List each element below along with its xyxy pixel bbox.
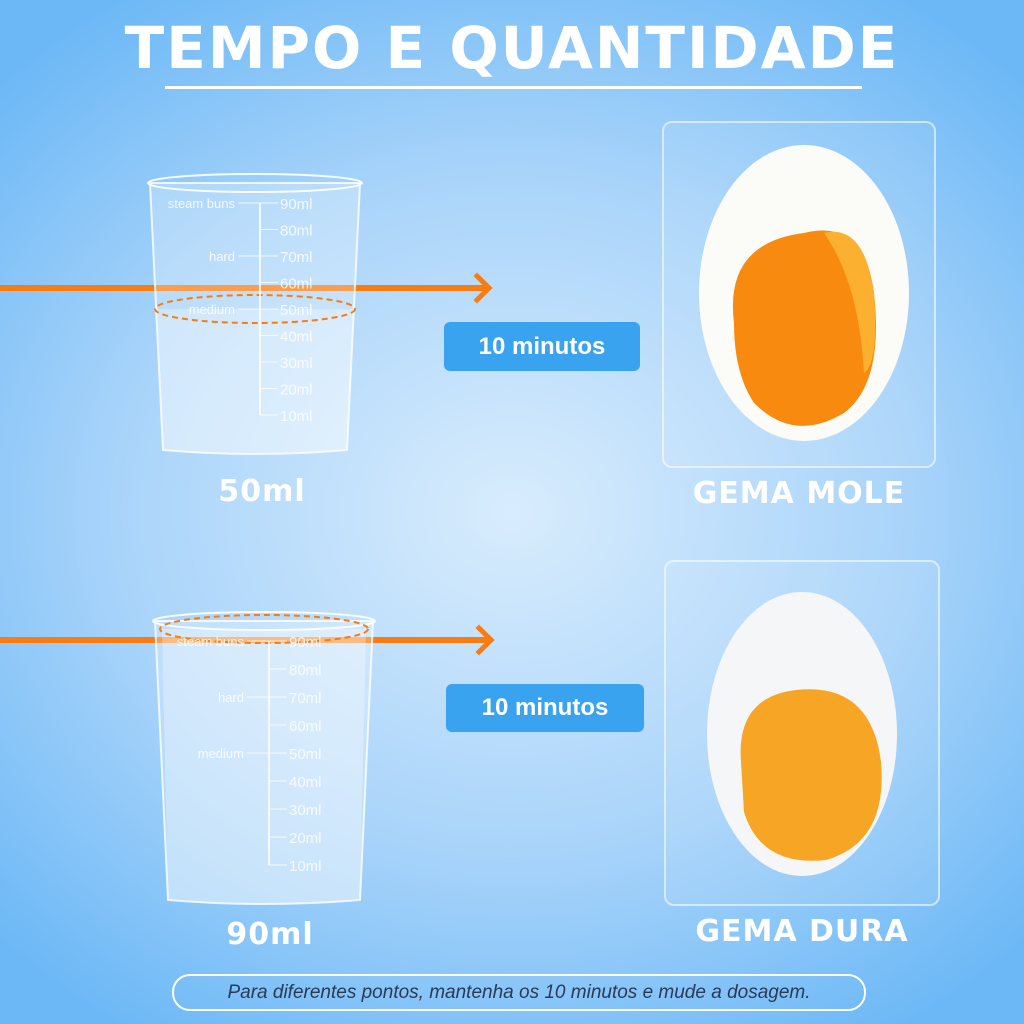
page-title: TEMPO E QUANTIDADE — [124, 14, 900, 82]
scale-mark-label: 60ml — [289, 718, 322, 735]
footer-note: Para diferentes pontos, mantenha os 10 m… — [172, 974, 866, 1011]
rim — [147, 173, 363, 193]
rim — [152, 611, 376, 631]
result-soft-yolk: GEMA MOLE — [692, 476, 906, 511]
arrow-line-2 — [0, 637, 490, 643]
scale-mark-label: 80ml — [289, 662, 322, 679]
scale-mark-label: 70ml — [289, 690, 322, 707]
cup-body — [148, 182, 362, 455]
scale-mark-label: 90ml — [280, 196, 313, 213]
scale-level-label: hard — [209, 249, 235, 264]
scale-mark-label: 30ml — [289, 802, 322, 819]
amount-label-50ml: 50ml — [218, 474, 306, 509]
soft-boiled-egg-image — [699, 145, 909, 441]
scale-mark-label: 70ml — [280, 249, 313, 266]
title-underline — [165, 86, 862, 89]
egg-panel-hard — [664, 560, 940, 906]
scale-mark-label: 50ml — [289, 746, 322, 763]
hard-boiled-egg-image — [707, 592, 897, 876]
water-level-marker — [154, 294, 356, 324]
scale-level-label: hard — [218, 690, 244, 705]
scale-mark-label: 20ml — [289, 830, 322, 847]
scale-mark-label: 20ml — [280, 382, 313, 399]
measuring-cup-90ml: 90ml 80ml 70ml 60ml 50ml 40ml 30ml 20ml 10ml stea… — [150, 603, 378, 910]
water-level-marker — [159, 614, 369, 644]
water — [162, 629, 366, 904]
measuring-cup-50ml: 90ml 80ml 70ml 60ml 50ml 40ml 30ml 20ml 10ml stea… — [145, 165, 365, 460]
scale-mark-label: 90ml — [289, 634, 322, 651]
scale-mark-label: 60ml — [280, 276, 313, 293]
time-badge-1: 10 minutos — [444, 322, 640, 371]
egg-panel-soft — [662, 121, 936, 468]
scale-mark-label: 40ml — [280, 329, 313, 346]
arrow-line-1 — [0, 285, 488, 291]
scale-level-label: steam buns — [168, 196, 236, 211]
time-badge-2: 10 minutos — [446, 684, 644, 732]
amount-label-90ml: 90ml — [226, 917, 314, 952]
scale-mark-label: 10ml — [280, 408, 313, 425]
result-hard-yolk: GEMA DURA — [695, 914, 909, 949]
scale-mark-label: 10ml — [289, 858, 322, 875]
scale-mark-label: 30ml — [280, 355, 313, 372]
scale-mark-label: 80ml — [280, 223, 313, 240]
scale-level-label: medium — [198, 746, 244, 761]
scale-level-label: medium — [189, 302, 235, 317]
scale-mark-label: 50ml — [280, 302, 313, 319]
scale-level-label: steam buns — [177, 634, 245, 649]
water — [157, 309, 353, 454]
cup-body — [153, 620, 375, 905]
arrow-head-icon — [461, 272, 493, 304]
scale-mark-label: 40ml — [289, 774, 322, 791]
arrow-head-icon — [463, 624, 495, 656]
